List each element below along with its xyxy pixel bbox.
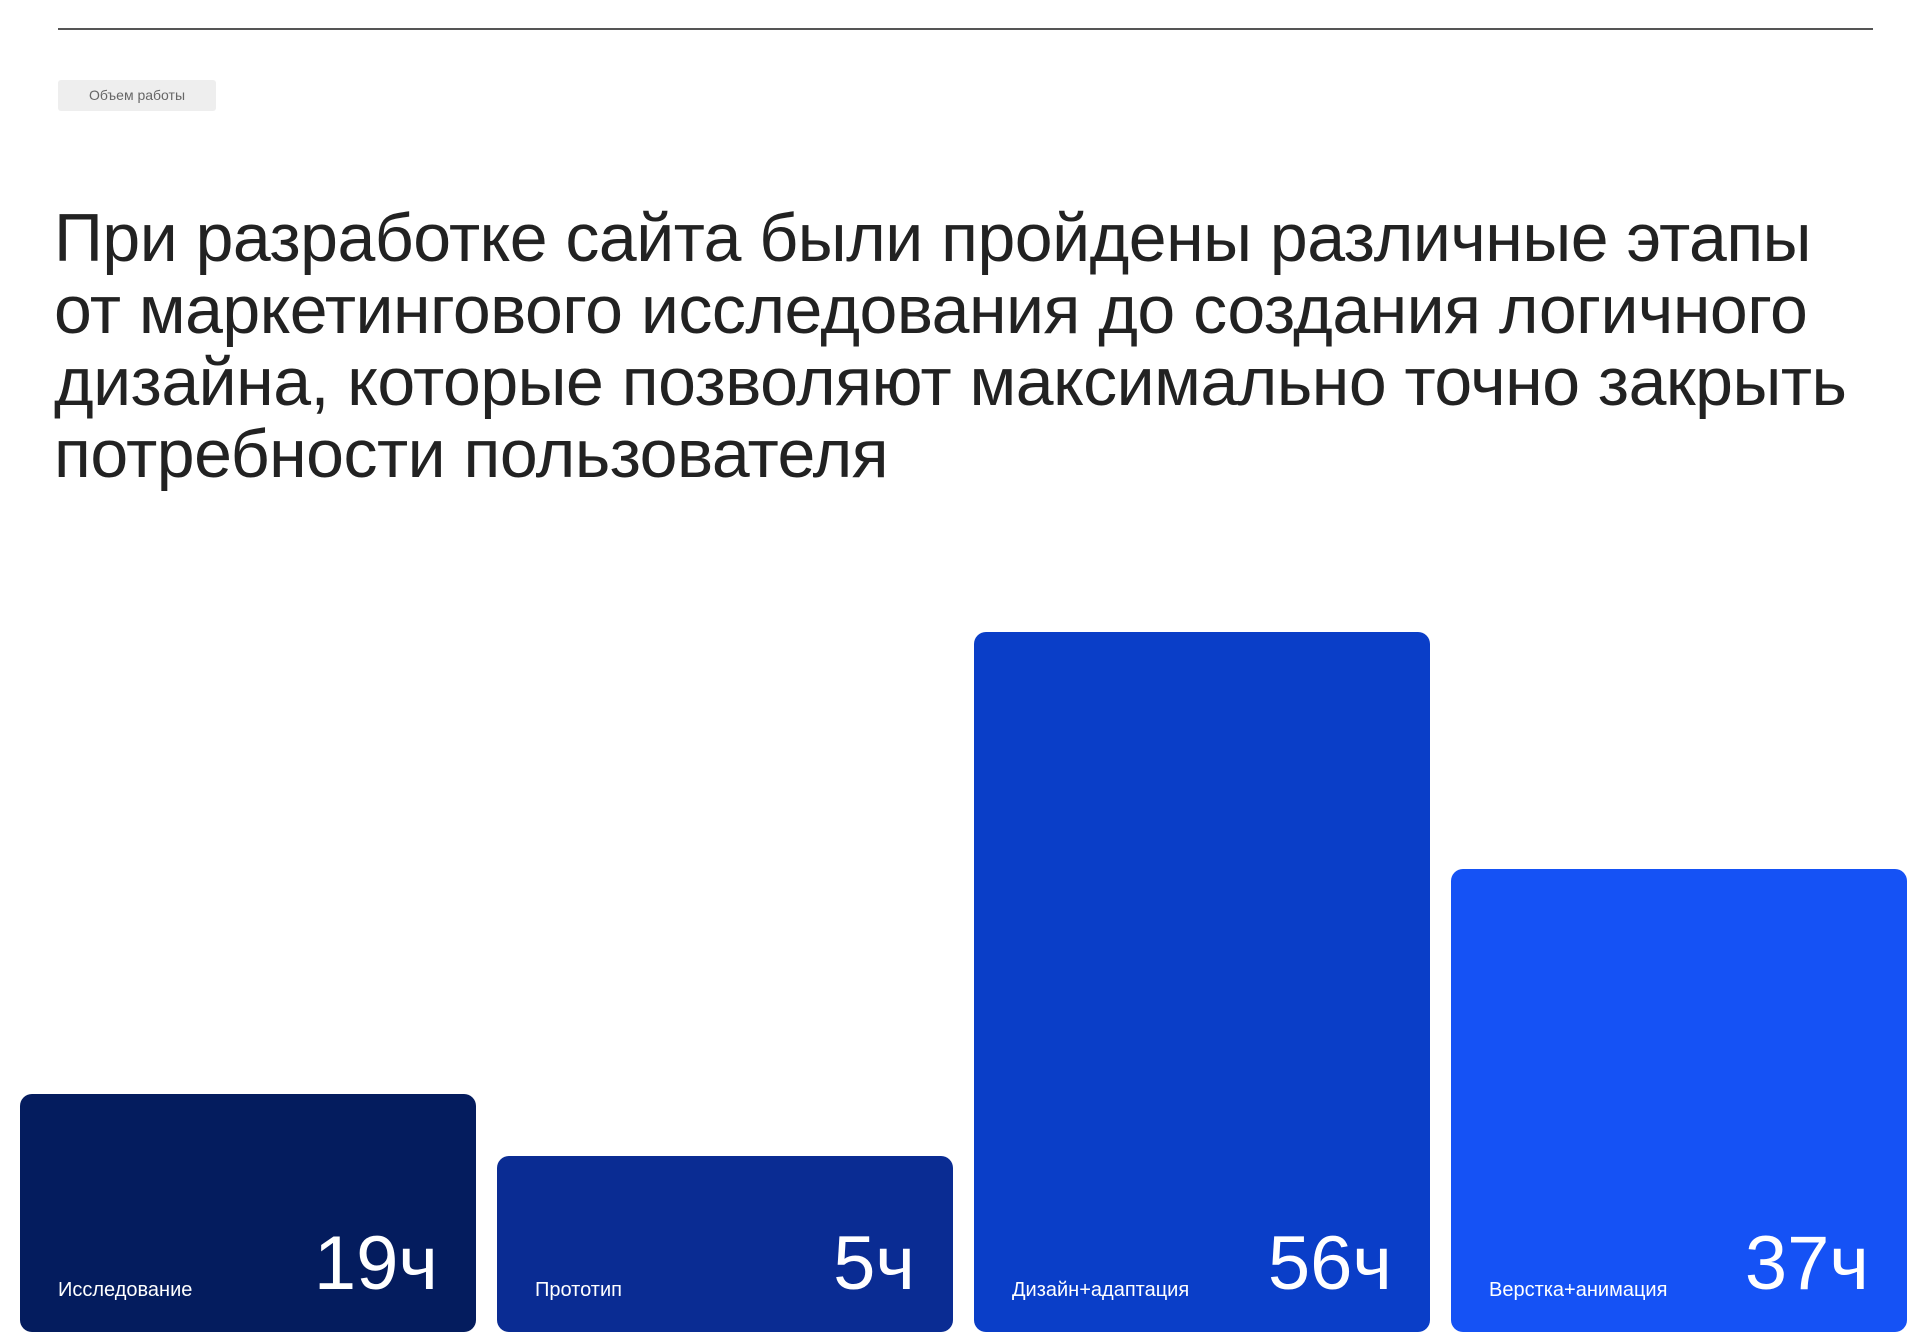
bar-category-label: Прототип [535, 1279, 622, 1301]
top-divider [58, 28, 1873, 30]
page-headline: При разработке сайта были пройдены разли… [54, 200, 1847, 492]
bar-value-label: 37ч [1744, 1221, 1869, 1306]
bar-3: Дизайн+адаптация 56ч [974, 632, 1430, 1332]
bar-category-label: Верстка+анимация [1489, 1279, 1668, 1301]
bar-4: Верстка+анимация 37ч [1451, 869, 1907, 1332]
bar-value-label: 56ч [1267, 1221, 1392, 1306]
section-tag: Объем работы [58, 80, 216, 111]
bar-2: Прототип 5ч [497, 1156, 953, 1332]
hours-bar-chart: Исследование 19ч Прототип 5ч Дизайн+адаптаци… [0, 600, 1920, 1344]
bar-category-label: Исследование [58, 1279, 193, 1301]
bar-1: Исследование 19ч [20, 1094, 476, 1332]
bar-value-label: 19ч [313, 1221, 438, 1306]
bar-value-label: 5ч [833, 1221, 915, 1306]
bar-category-label: Дизайн+адаптация [1012, 1279, 1190, 1301]
